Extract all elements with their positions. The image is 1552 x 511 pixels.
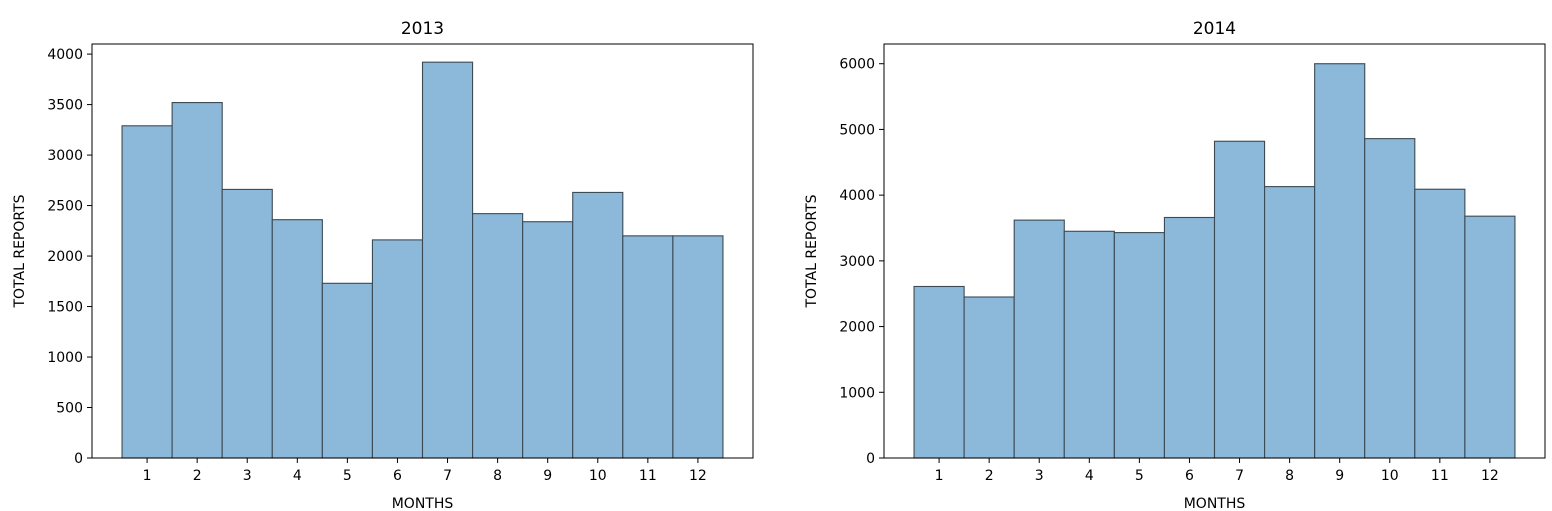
y-tick-label: 0	[74, 451, 83, 467]
x-tick-label: 2	[193, 468, 202, 484]
x-tick-label: 10	[1381, 468, 1399, 484]
bar-month-10	[572, 191, 624, 459]
bar-month-5	[1113, 232, 1165, 459]
x-tick-label: 1	[935, 468, 944, 484]
y-tick-label: 4000	[839, 188, 875, 204]
y-tick-label: 2000	[839, 320, 875, 336]
bar-month-11	[1414, 188, 1466, 459]
x-tick-label: 9	[543, 468, 552, 484]
chart-title: 2014	[1193, 19, 1236, 39]
bar-month-2	[963, 296, 1015, 459]
x-tick-label: 1	[143, 468, 152, 484]
x-tick-label: 12	[1481, 468, 1499, 484]
bar-month-5	[321, 282, 373, 459]
x-tick-label: 11	[639, 468, 657, 484]
x-tick-label: 4	[293, 468, 302, 484]
y-tick-label: 4000	[47, 47, 83, 63]
x-tick-label: 7	[1235, 468, 1244, 484]
bar-month-11	[622, 235, 674, 459]
bar-month-3	[1013, 219, 1065, 459]
bar-month-7	[421, 61, 474, 459]
y-tick-label: 1000	[47, 350, 83, 366]
bar-month-2	[171, 102, 223, 459]
bar-month-6	[371, 239, 424, 459]
x-tick-label: 10	[589, 468, 607, 484]
y-tick-label: 0	[866, 451, 875, 467]
x-axis-label: MONTHS	[1184, 496, 1246, 511]
x-tick-label: 9	[1335, 468, 1344, 484]
x-tick-label: 6	[1185, 468, 1194, 484]
bar-month-3	[221, 188, 273, 459]
x-tick-label: 8	[1285, 468, 1294, 484]
y-tick-label: 1000	[839, 385, 875, 401]
x-tick-label: 6	[393, 468, 402, 484]
x-tick-label: 3	[243, 468, 252, 484]
bar-month-4	[1063, 230, 1115, 459]
y-tick-label: 3000	[839, 254, 875, 270]
bar-month-8	[1264, 186, 1316, 459]
bar-month-9	[522, 221, 574, 459]
x-tick-label: 5	[343, 468, 352, 484]
bar-month-10	[1364, 138, 1416, 459]
bar-month-1	[121, 125, 173, 459]
y-tick-label: 1500	[47, 300, 83, 316]
x-tick-label: 2	[985, 468, 994, 484]
x-tick-label: 7	[443, 468, 452, 484]
chart-title: 2013	[401, 19, 444, 39]
bar-month-9	[1314, 63, 1366, 459]
bar-month-6	[1163, 216, 1216, 459]
x-tick-label: 8	[493, 468, 502, 484]
y-tick-label: 2000	[47, 249, 83, 265]
bar-month-7	[1213, 140, 1266, 459]
y-tick-label: 500	[56, 401, 83, 417]
bar-month-1	[913, 285, 965, 459]
y-tick-label: 5000	[839, 122, 875, 138]
y-tick-label: 3500	[47, 98, 83, 114]
x-tick-label: 3	[1035, 468, 1044, 484]
y-axis-label: TOTAL REPORTS	[804, 194, 820, 308]
x-tick-label: 4	[1085, 468, 1094, 484]
x-tick-label: 5	[1135, 468, 1144, 484]
y-tick-label: 3000	[47, 148, 83, 164]
y-tick-label: 6000	[839, 57, 875, 73]
plot-frame	[91, 43, 754, 459]
y-tick-label: 2500	[47, 199, 83, 215]
plot-frame	[883, 43, 1546, 459]
x-tick-label: 11	[1431, 468, 1449, 484]
y-axis-label: TOTAL REPORTS	[12, 194, 28, 308]
bar-month-4	[271, 219, 323, 459]
bar-month-8	[472, 213, 524, 459]
x-axis-label: MONTHS	[392, 496, 454, 511]
bar-month-12	[672, 235, 724, 459]
x-tick-label: 12	[689, 468, 707, 484]
bar-month-12	[1464, 215, 1516, 459]
